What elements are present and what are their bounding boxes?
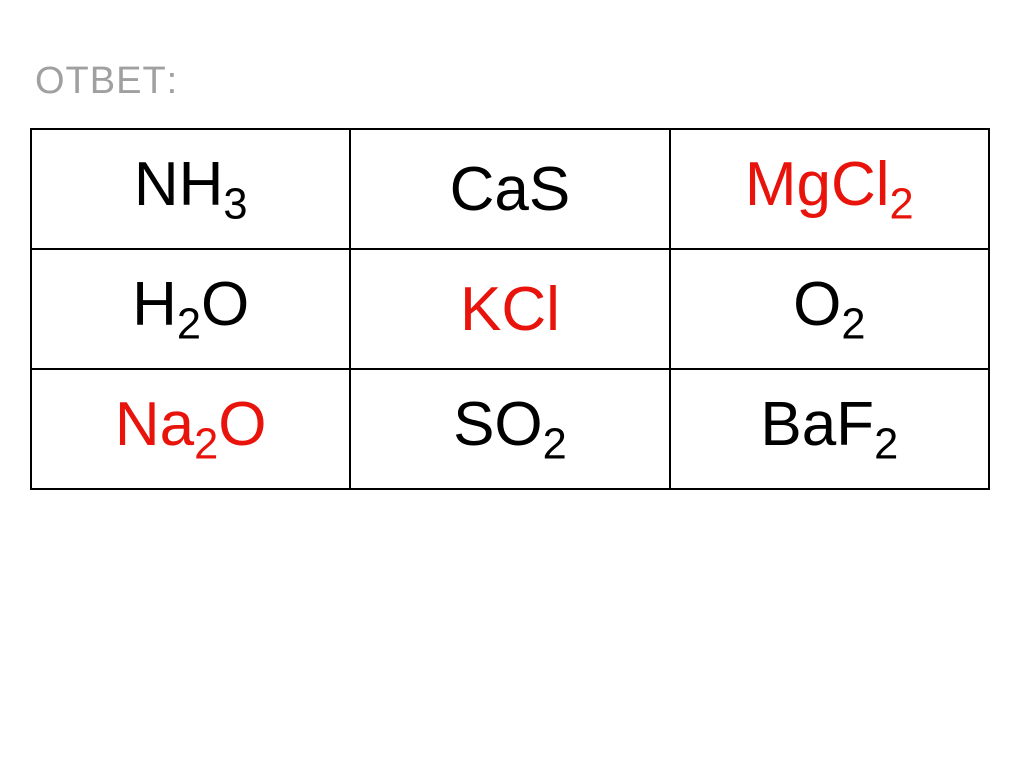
cell-cas: CaS xyxy=(350,129,669,249)
formula-sub: 2 xyxy=(890,180,914,228)
cell-na2o: Na2O xyxy=(31,369,350,489)
cell-so2: SO2 xyxy=(350,369,669,489)
formula-text: Na xyxy=(115,390,194,459)
cell-kcl: KCl xyxy=(350,249,669,369)
table-row: H2O KCl O2 xyxy=(31,249,989,369)
cell-h2o: H2O xyxy=(31,249,350,369)
formula-sub: 2 xyxy=(841,300,865,348)
cell-nh3: NH3 xyxy=(31,129,350,249)
formula-text: O xyxy=(201,270,249,339)
formula-text: CaS xyxy=(450,155,571,224)
heading: ОТВЕТ: xyxy=(35,60,994,103)
formula-text: KCl xyxy=(460,275,560,344)
table-row: NH3 CaS MgCl2 xyxy=(31,129,989,249)
cell-mgcl2: MgCl2 xyxy=(670,129,989,249)
formula-sub: 2 xyxy=(543,420,567,468)
table-row: Na2O SO2 BaF2 xyxy=(31,369,989,489)
formula-text: H xyxy=(132,270,177,339)
chemistry-table: NH3 CaS MgCl2 H2O KCl O2 Na2O SO2 BaF2 xyxy=(30,128,990,490)
formula-sub: 2 xyxy=(874,420,898,468)
formula-text: O xyxy=(218,390,266,459)
cell-o2: O2 xyxy=(670,249,989,369)
formula-text: SO xyxy=(453,390,543,459)
formula-sub: 3 xyxy=(223,180,247,228)
formula-sub: 2 xyxy=(177,300,201,348)
formula-text: O xyxy=(793,270,841,339)
formula-text: BaF xyxy=(760,390,874,459)
formula-text: NH xyxy=(134,150,224,219)
cell-baf2: BaF2 xyxy=(670,369,989,489)
formula-text: MgCl xyxy=(745,150,890,219)
formula-sub: 2 xyxy=(194,420,218,468)
